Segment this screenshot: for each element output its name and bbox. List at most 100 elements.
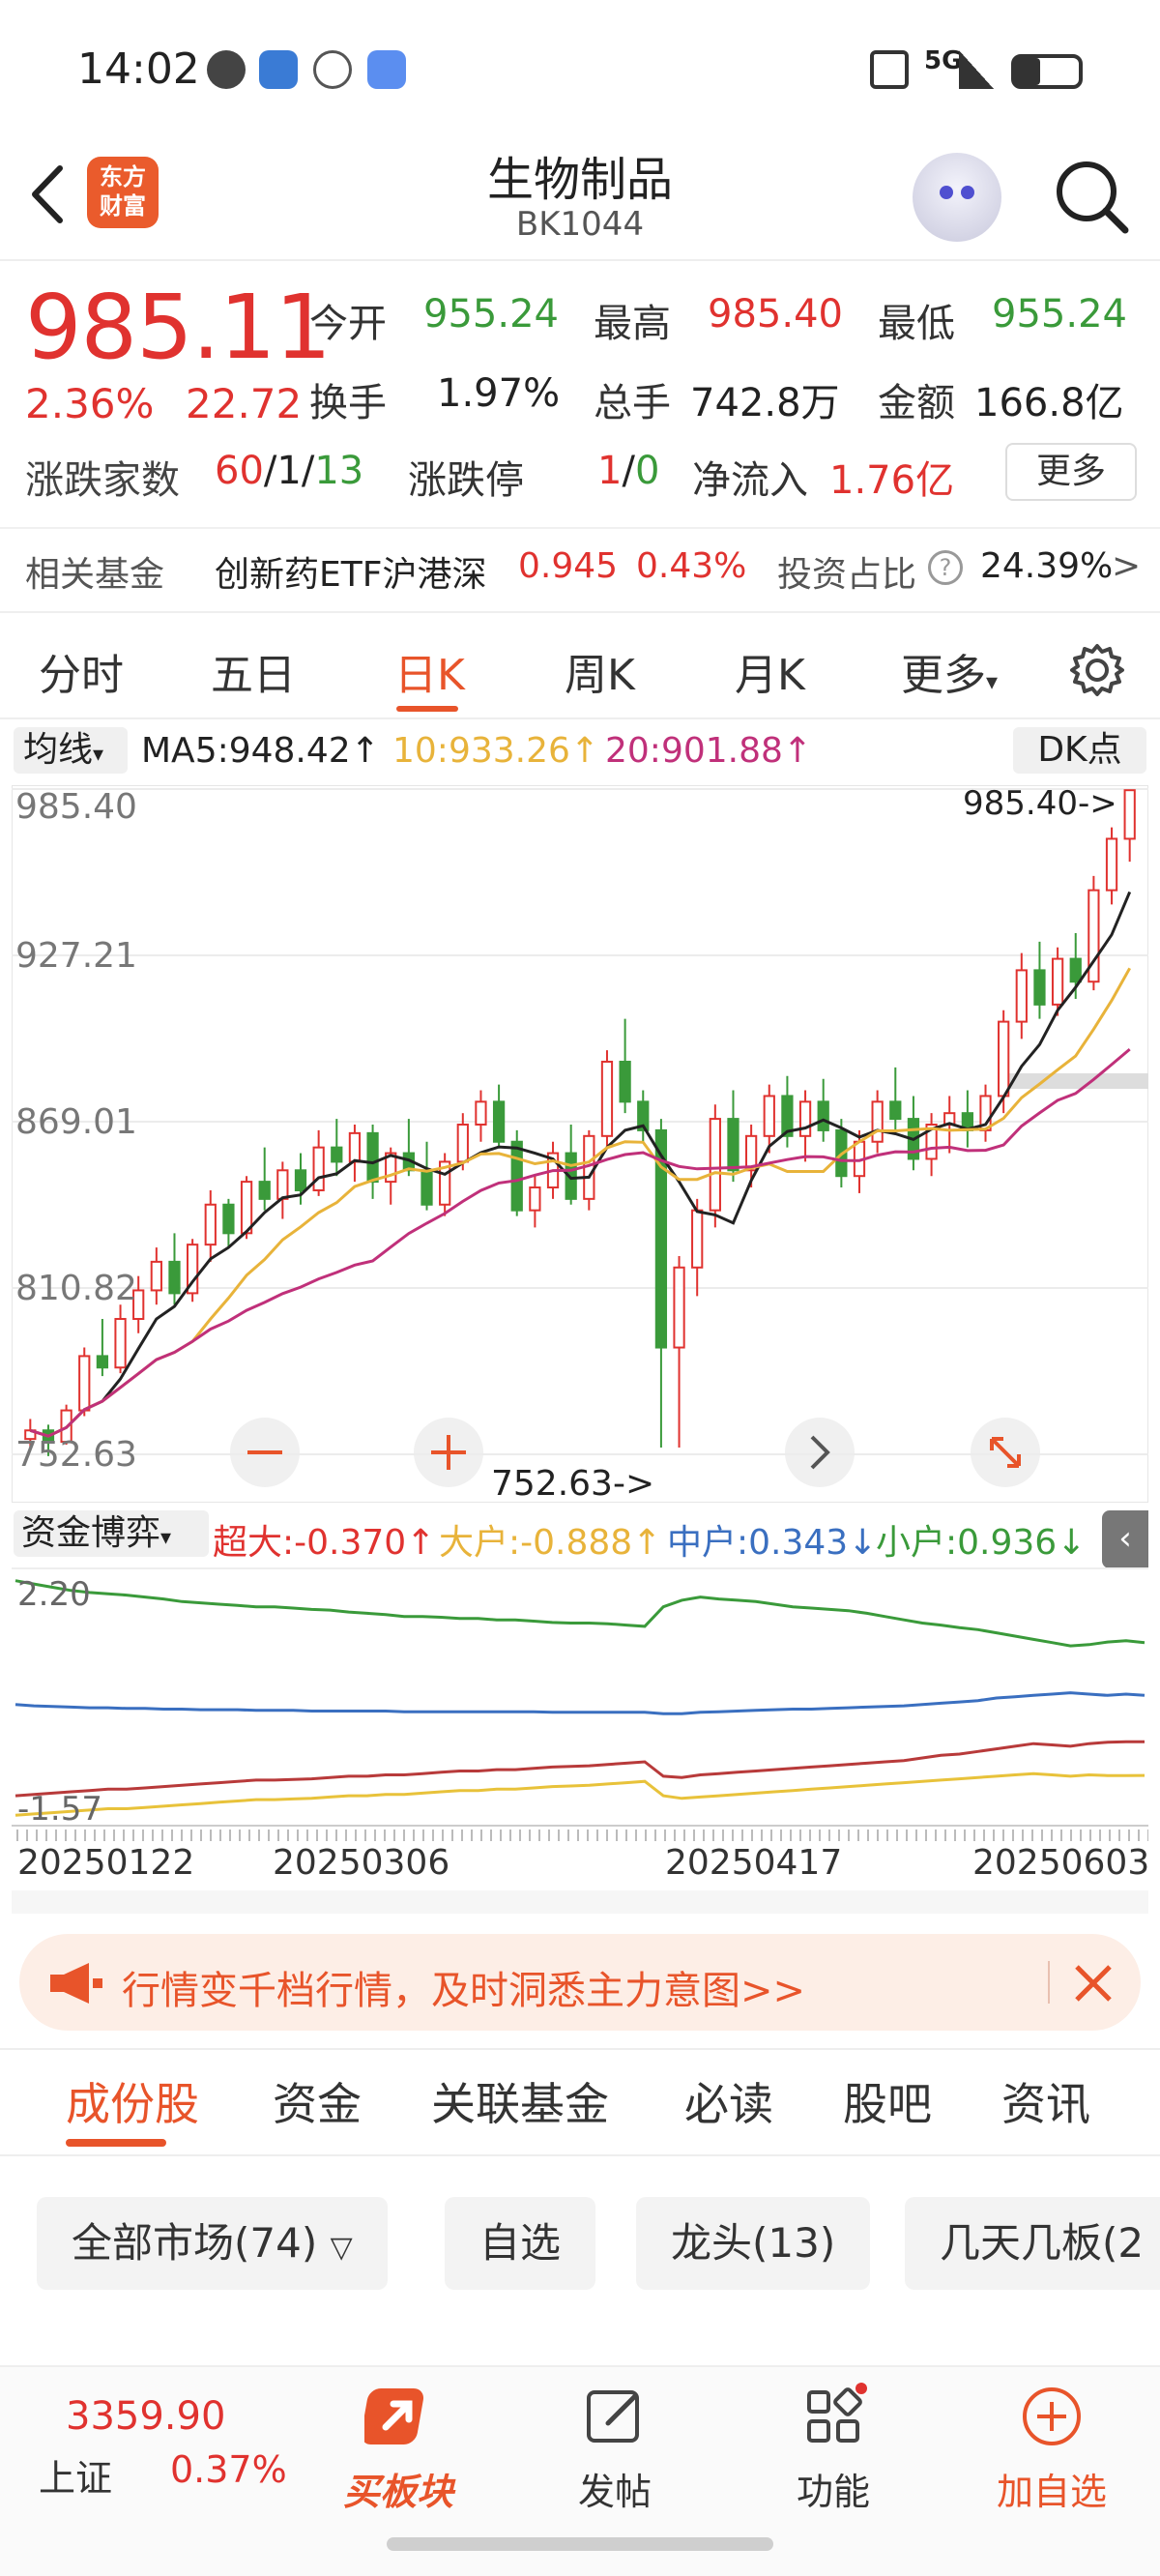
super-flow: 超大:-0.370↑ [213, 1523, 436, 1563]
flow-select[interactable]: 资金博弈▾ [14, 1510, 209, 1557]
chip-leaders[interactable]: 龙头(13) [636, 2197, 871, 2290]
close-icon[interactable] [1069, 1959, 1117, 2007]
tab-more[interactable]: 更多▾ [901, 640, 998, 702]
tab-intraday[interactable]: 分时 [39, 651, 124, 700]
nav-post[interactable]: 发帖 [537, 2383, 692, 2515]
promo-banner[interactable]: 行情变千档行情，及时洞悉主力意图>> [19, 1934, 1141, 2031]
tab-forum[interactable]: 股吧 [843, 2078, 932, 2130]
candle [1105, 837, 1118, 892]
help-icon[interactable]: ? [928, 550, 963, 585]
candle [150, 1260, 162, 1292]
related-fund-row[interactable]: 相关基金 创新药ETF沪港深 0.945 0.43% 投资占比 ? 24.39%… [0, 527, 1160, 610]
search-icon[interactable] [1050, 155, 1131, 236]
chip-all-markets[interactable]: 全部市场(74) ▽ [37, 2197, 388, 2290]
candle [1069, 957, 1082, 983]
buy-sector-icon [361, 2388, 424, 2444]
more-button[interactable]: 更多 [1005, 443, 1137, 501]
candle [1015, 969, 1028, 1023]
y-tick-label: 869.01 [15, 1102, 137, 1142]
message-icon [367, 50, 406, 89]
status-time: 14:02 [77, 44, 200, 94]
signal-icon [959, 50, 994, 89]
breadth-up: 60 [215, 449, 264, 493]
change-percent: 2.36% [25, 380, 155, 427]
chip-watchlist[interactable]: 自选 [445, 2197, 596, 2290]
nav-label: 发帖 [577, 2471, 652, 2513]
tab-monthly-k[interactable]: 月K [735, 651, 805, 700]
gear-icon[interactable] [1069, 642, 1125, 698]
nav-features[interactable]: 功能 [756, 2383, 911, 2515]
y-tick-label: 985.40 [15, 787, 137, 827]
assistant-robot-icon[interactable] [913, 153, 1001, 242]
nav-buy-sector[interactable]: 买板块 [321, 2383, 476, 2515]
candle [439, 1160, 451, 1206]
flow-line-big [14, 1771, 1146, 1817]
candle [817, 1100, 829, 1131]
candle [114, 1317, 127, 1369]
fund-label: 相关基金 [25, 555, 165, 595]
limit-up: 1 [597, 449, 623, 493]
active-tab-indicator [396, 706, 458, 712]
date-label-2: 20250306 [273, 1843, 450, 1883]
tab-funds[interactable]: 资金 [273, 2078, 362, 2130]
big-flow: 大户:-0.888↑ [439, 1523, 662, 1563]
candle [727, 1118, 740, 1172]
max-price-marker: 985.40-> [963, 785, 1117, 823]
candle [420, 1169, 433, 1206]
candlestick-chart[interactable]: 985.40 927.21 869.01 810.82 752.63 985.40-> 75… [12, 785, 1148, 1503]
candle [294, 1169, 307, 1191]
breadth-flat: 1 [276, 449, 302, 493]
candle [781, 1095, 794, 1137]
edit-icon [587, 2390, 639, 2443]
breadth-label: 涨跌家数 [25, 458, 180, 503]
tab-news[interactable]: 资讯 [1001, 2078, 1090, 2130]
active-tab-indicator [66, 2139, 166, 2147]
chevron-right-icon [810, 1435, 830, 1470]
chart-footer [12, 1890, 1148, 1914]
home-indicator[interactable] [387, 2537, 773, 2551]
min-price-marker: 752.63-> [491, 1464, 654, 1503]
tab-more-label: 更多 [901, 651, 986, 700]
battery-icon [1011, 54, 1083, 89]
candle [312, 1146, 325, 1191]
ma5-line [29, 891, 1132, 1438]
candle [258, 1181, 271, 1200]
index-value[interactable]: 3359.90 [66, 2394, 226, 2439]
divider [0, 2048, 1160, 2050]
dk-point-button[interactable]: DK点 [1013, 727, 1146, 774]
candle [96, 1355, 109, 1369]
fund-ratio-label: 投资占比 [777, 555, 917, 595]
flow-line-mid [14, 1691, 1146, 1715]
tab-weekly-k[interactable]: 周K [565, 651, 635, 700]
tab-related-funds[interactable]: 关联基金 [431, 2078, 609, 2130]
scroll-right-button[interactable] [785, 1418, 855, 1487]
y-tick-label: 810.82 [15, 1269, 137, 1308]
back-icon[interactable] [23, 161, 72, 228]
candle [529, 1186, 541, 1212]
ma-select[interactable]: 均线▾ [14, 727, 128, 774]
candle [510, 1140, 523, 1212]
date-label-1: 20250122 [17, 1843, 195, 1883]
candle [456, 1124, 469, 1163]
status-bar: 14:02 5G [0, 0, 1160, 135]
volume-value: 742.8万 [690, 381, 840, 425]
flow-lines [14, 1579, 1146, 1817]
chip-limit-boards[interactable]: 几天几板(2 [905, 2197, 1160, 2290]
tab-constituents[interactable]: 成份股 [66, 2078, 199, 2130]
divider [1048, 1961, 1050, 2004]
tab-must-read[interactable]: 必读 [684, 2078, 773, 2130]
breadth-values: 60/1/13 [215, 449, 363, 493]
amount-label: 金额 [878, 381, 955, 425]
tab-daily-k[interactable]: 日K [394, 651, 465, 700]
chart-frame [12, 785, 1148, 1503]
candle [222, 1203, 235, 1235]
candle [637, 1100, 650, 1131]
chevron-right-icon: > [1112, 546, 1142, 586]
collapse-icon[interactable]: ‹ [1102, 1510, 1148, 1568]
tab-five-day[interactable]: 五日 [211, 651, 296, 700]
nav-add-watchlist[interactable]: 加自选 [974, 2383, 1129, 2515]
fund-ratio: 24.39% [980, 546, 1114, 586]
candle [619, 1060, 631, 1103]
nav-label: 功能 [796, 2471, 870, 2513]
grid-icon [807, 2383, 867, 2443]
